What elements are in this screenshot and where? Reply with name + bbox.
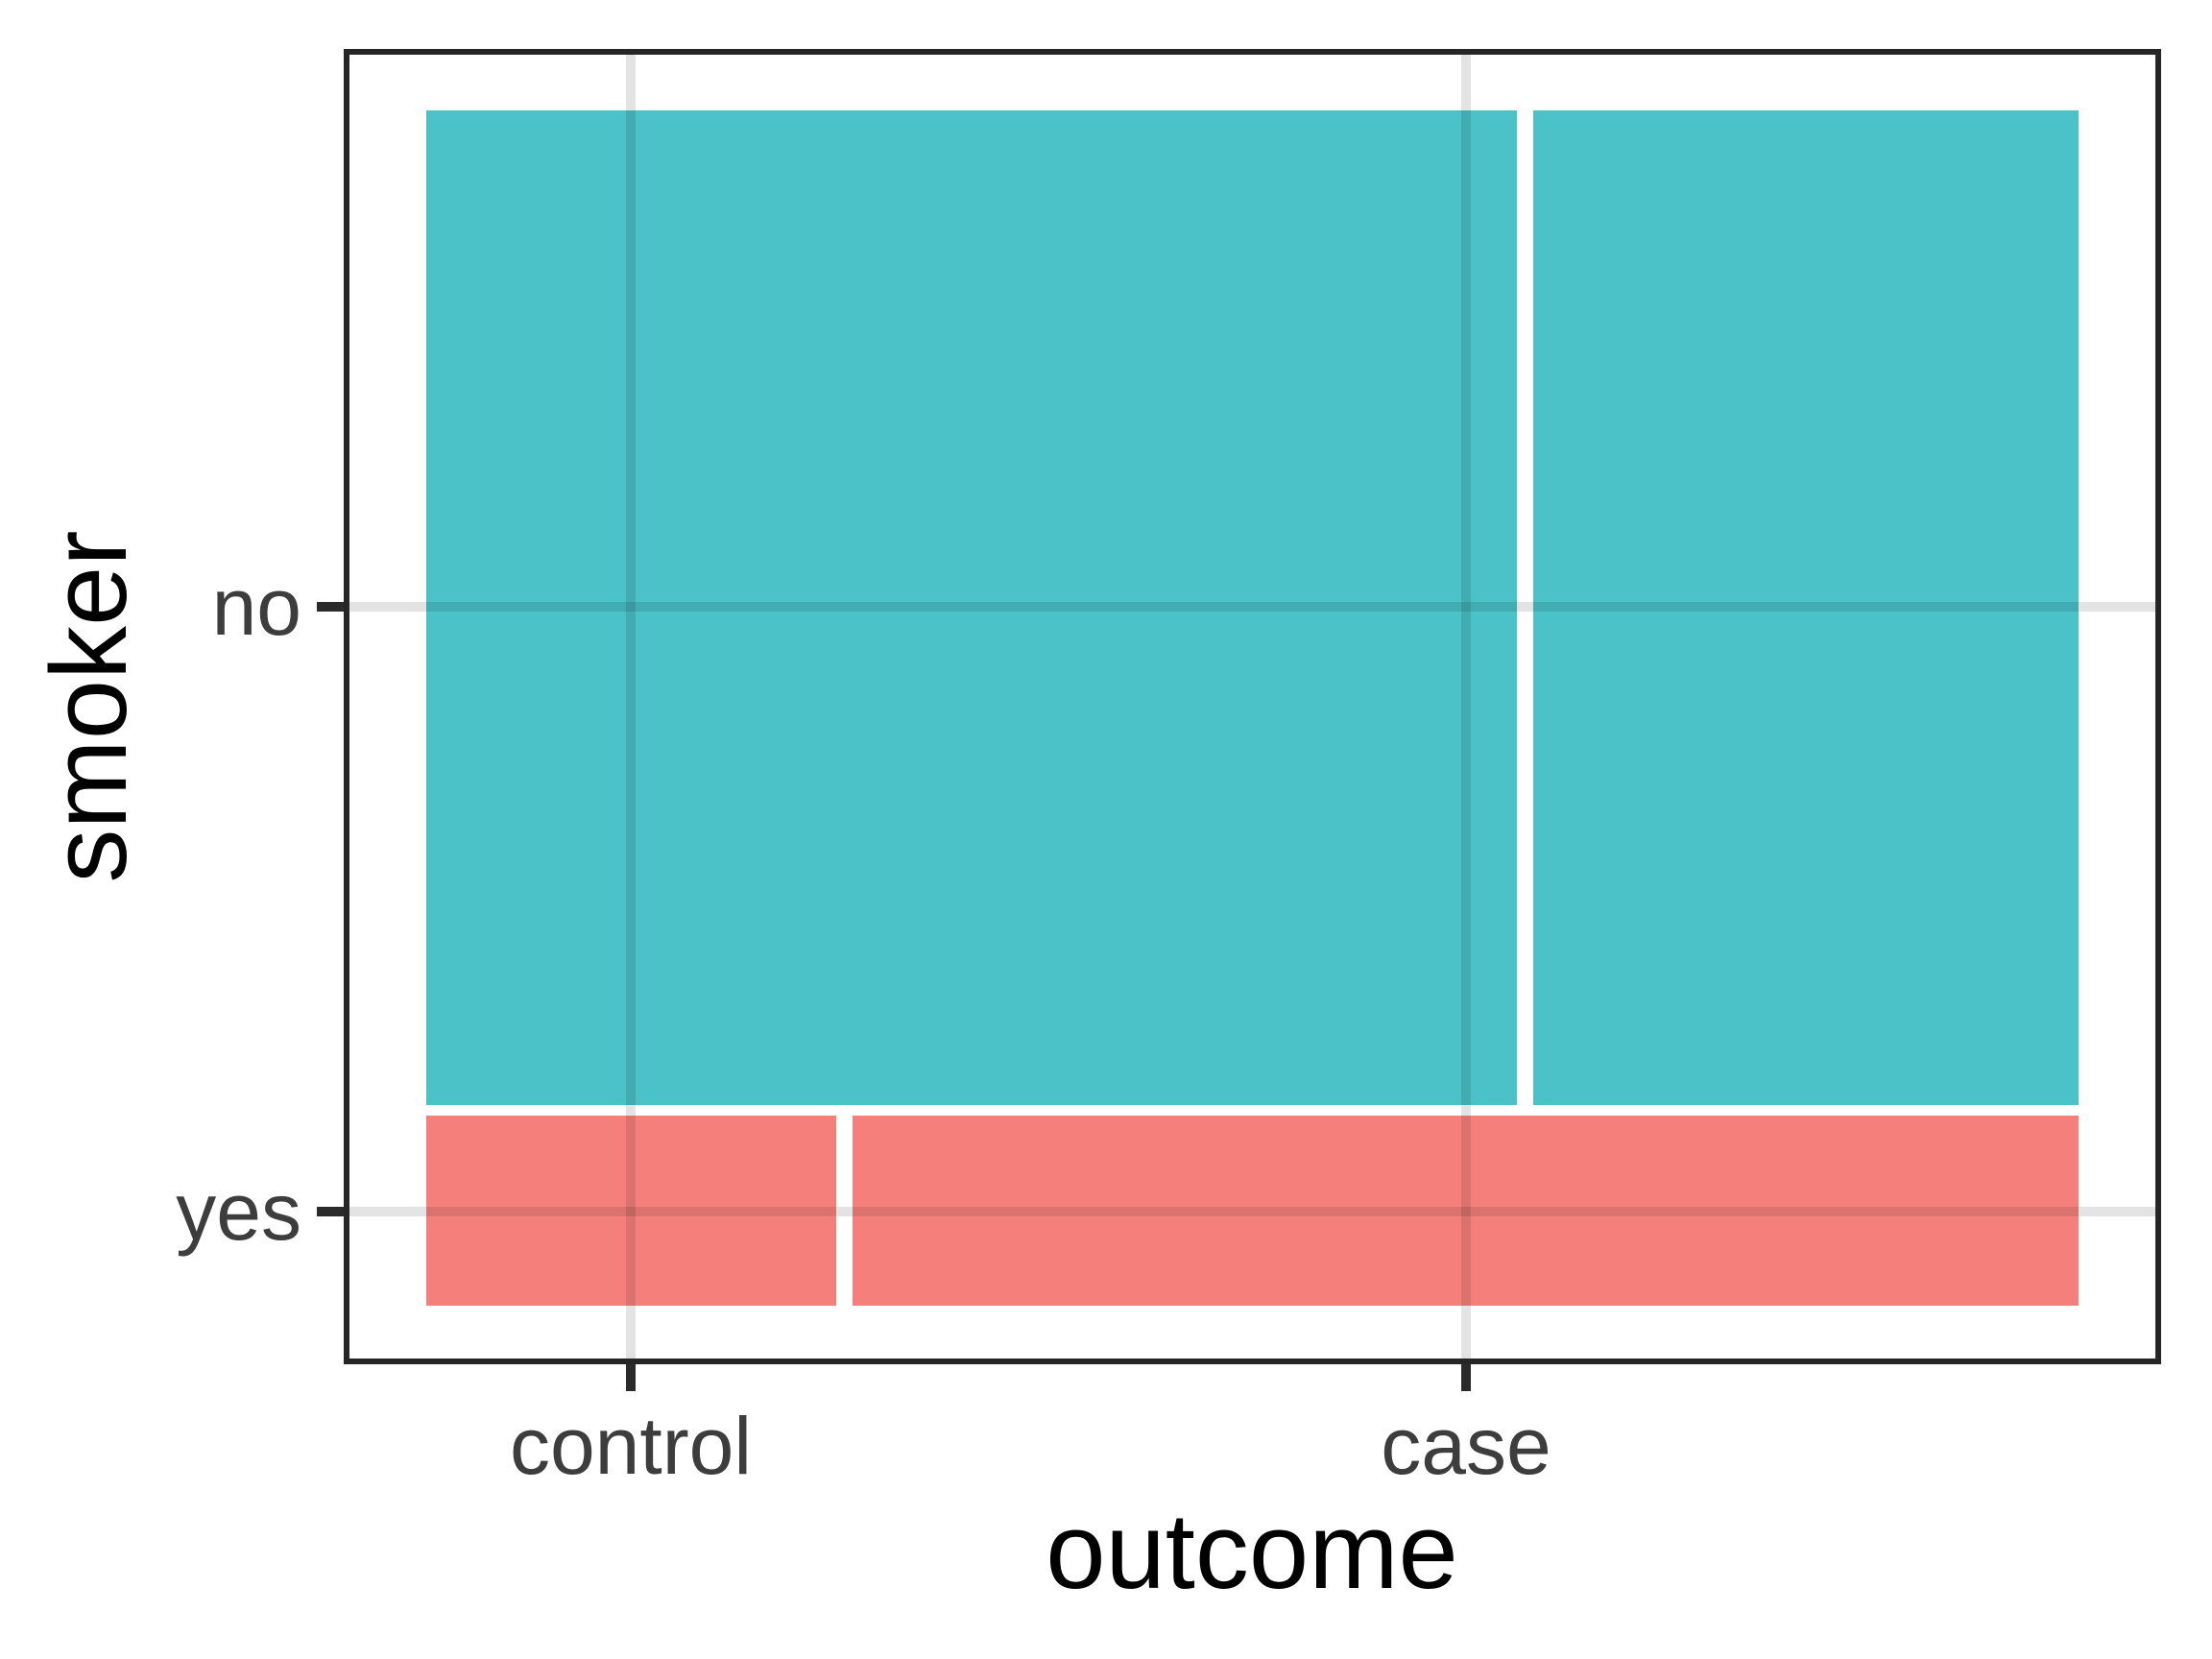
- mosaic-tile-no-case: [1533, 110, 2079, 1105]
- x-tick-label-case: case: [1381, 1401, 1551, 1491]
- mosaic-tile-yes-case: [853, 1116, 2079, 1306]
- x-tick-label-control: control: [509, 1401, 753, 1491]
- y-axis-title: smoker: [29, 530, 149, 883]
- x-axis-title: outcome: [1046, 1491, 1458, 1611]
- gridline-x-case: [1461, 55, 1471, 1358]
- mosaic-tile-no-control: [426, 110, 1517, 1105]
- gridline-x-control: [626, 55, 636, 1358]
- gridline-y-yes: [349, 1207, 2155, 1216]
- x-tick-control: [626, 1364, 636, 1391]
- gridline-y-no: [349, 602, 2155, 612]
- y-tick-label-yes: yes: [176, 1166, 301, 1257]
- plot-panel-border: [344, 49, 2161, 1364]
- y-tick-label-no: no: [211, 562, 301, 652]
- x-tick-case: [1461, 1364, 1471, 1391]
- y-tick-yes: [317, 1207, 344, 1216]
- mosaic-tile-yes-control: [426, 1116, 836, 1306]
- y-tick-no: [317, 602, 344, 612]
